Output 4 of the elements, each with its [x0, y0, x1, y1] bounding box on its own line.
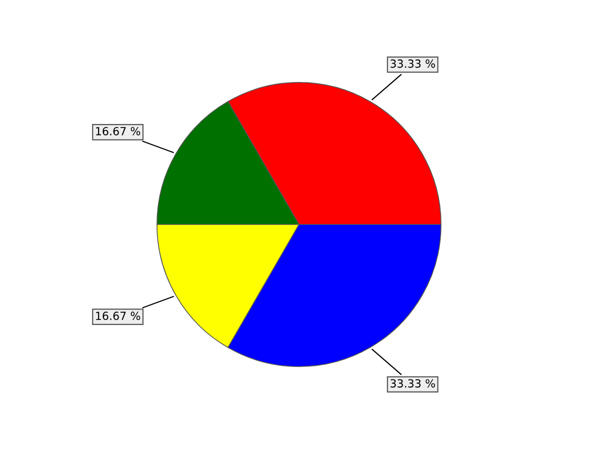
data-label: 16.67 %	[96, 312, 140, 320]
data-label: 33.33 %	[390, 59, 435, 68]
data-label: 33.33 %	[390, 379, 435, 388]
data-label: 16.67 %	[96, 126, 140, 136]
